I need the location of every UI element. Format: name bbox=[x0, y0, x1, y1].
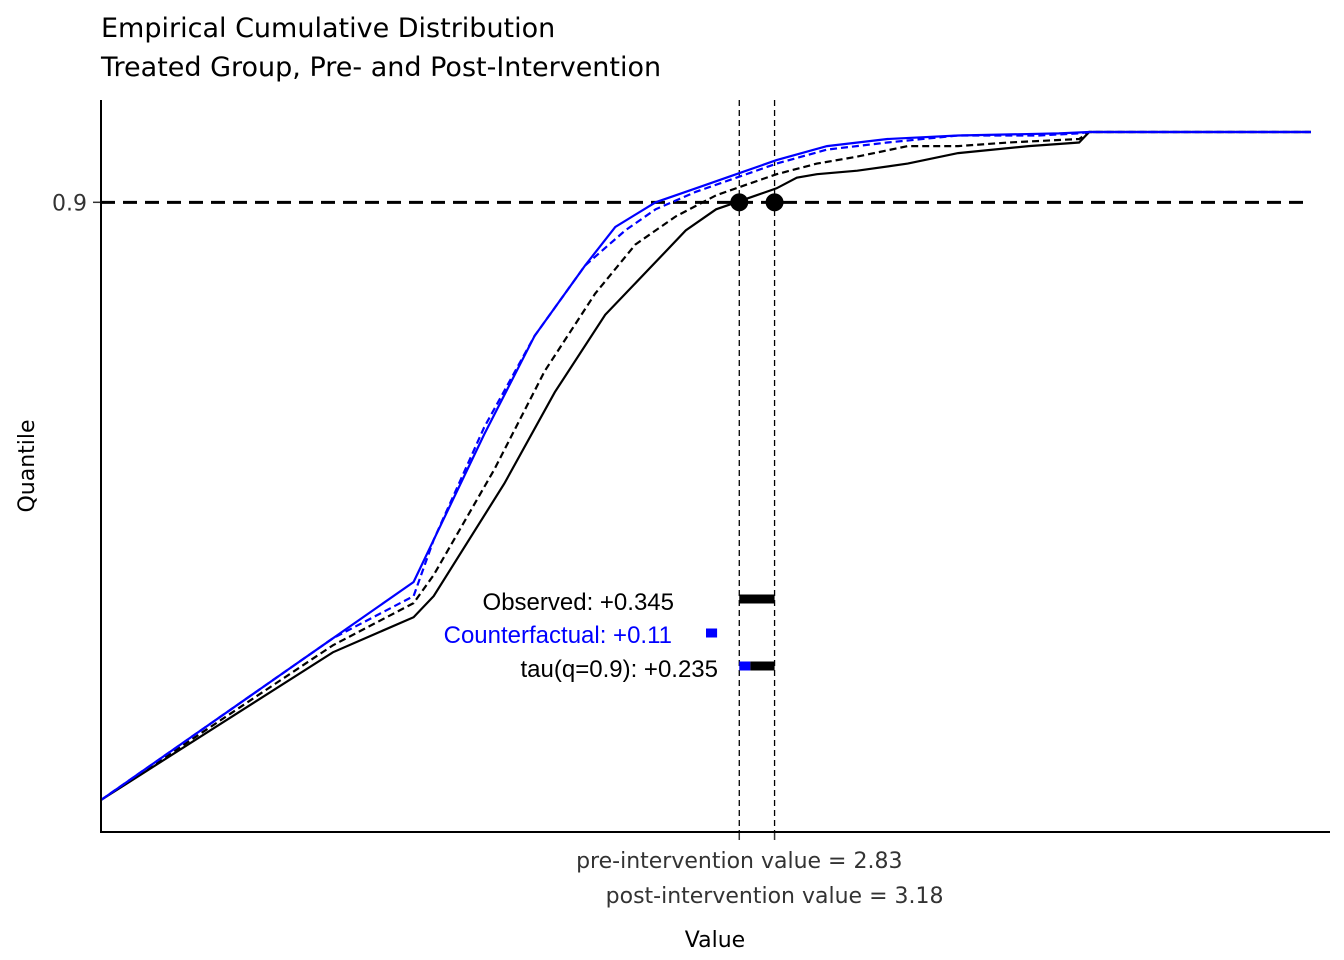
y-tick-label-0: 0.9 bbox=[52, 191, 87, 216]
quantile-point-1 bbox=[765, 193, 784, 212]
series-line-3 bbox=[100, 130, 1311, 801]
series-line-2 bbox=[100, 130, 1311, 801]
x-tick-label-pre: pre-intervention value = 2.83 bbox=[576, 849, 902, 874]
chart-subtitle: Treated Group, Pre- and Post-Interventio… bbox=[100, 52, 661, 83]
series-line-0 bbox=[100, 130, 1311, 801]
x-axis-title: Value bbox=[685, 928, 745, 953]
series-line-1 bbox=[100, 130, 1311, 801]
annotation-2: tau(q=0.9): +0.235 bbox=[521, 656, 718, 683]
y-axis-title: Quantile bbox=[15, 419, 40, 512]
annotation-1: Counterfactual: +0.11 bbox=[444, 622, 672, 649]
annotation-0: Observed: +0.345 bbox=[483, 589, 674, 616]
x-tick-label-post: post-intervention value = 3.18 bbox=[606, 884, 944, 909]
chart-title: Empirical Cumulative Distribution bbox=[101, 13, 555, 44]
quantile-point-0 bbox=[730, 193, 749, 212]
plot-area: pre-intervention value = 2.83 post-interv… bbox=[52, 100, 1311, 909]
